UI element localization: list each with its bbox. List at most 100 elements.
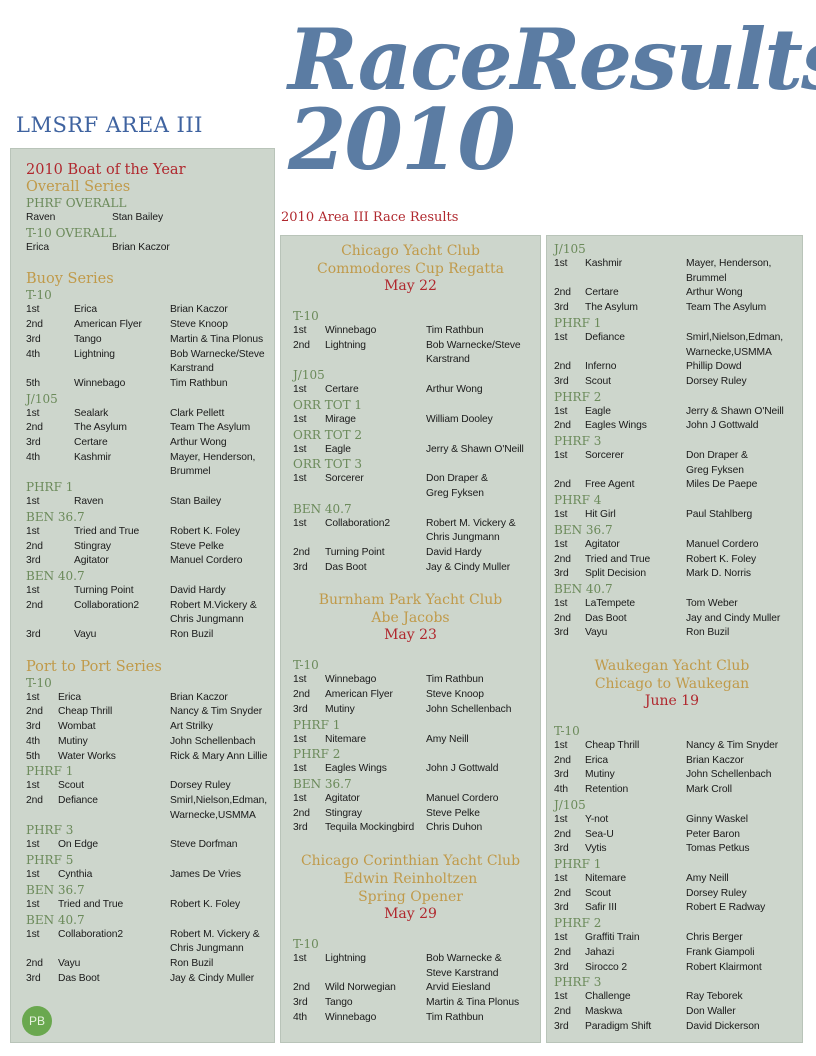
boat-name: Agitator [74,555,109,567]
place: 1st [554,597,568,609]
place: 1st [554,872,568,884]
boat-name: Vayu [585,627,608,639]
place: 1st [554,405,568,417]
event-header: Waukegan Yacht Club Chicago to Waukegan Ju… [554,657,802,710]
place: 2nd [293,807,310,819]
place: 2nd [554,361,571,373]
class-heading: BEN 40.7 [26,912,85,927]
place: 1st [293,517,307,529]
boat-name: Cheap Thrill [58,706,113,718]
boat-name: Winnebago [325,1011,377,1023]
skipper-name: Smirl,Nielson,Edman, Warnecke,USMMA [686,331,783,358]
result-row: 1st Sealark Clark Pellett [26,407,274,422]
place: 3rd [554,375,569,387]
result-row: 2nd Sea-U Peter Baron [554,828,802,843]
boat-name: LaTempete [585,597,636,609]
result-row: 3rd Wombat Art Strilky [26,720,274,735]
skipper-name: Manuel Cordero [426,792,499,804]
boat-name: Mutiny [325,703,355,715]
result-row: 1st Cynthia James De Vries [26,868,274,883]
result-row: 1st On Edge Steve Dorfman [26,838,274,853]
result-row: 1st Collaboration2 Robert M. Vickery & Chr… [26,928,274,957]
skipper-name: Don Draper & Greg Fyksen [686,450,748,476]
skipper-name: Nancy & Tim Snyder [686,740,779,752]
class-heading: J/105 [554,242,586,256]
boat-name: Certare [325,384,359,396]
result-row: 1st Eagles Wings John J Gottwald [293,762,540,777]
skipper-name: David Hardy [170,584,226,596]
skipper-name: Arthur Wong [686,287,743,299]
boat-name: Defiance [58,794,98,806]
class-heading: T-10 [293,309,319,323]
skipper-name: Smirl,Nielson,Edman, Warnecke,USMMA [170,794,267,821]
result-row: 2nd Lightning Bob Warnecke/Steve Karstrand [293,339,540,368]
place: 2nd [554,479,571,491]
result-row: 2nd Collaboration2 Robert M.Vickery & Chri… [26,599,274,628]
class-heading: PHRF 1 [554,315,602,330]
place: 1st [554,991,568,1003]
result-row: 3rd Paradigm Shift David Dickerson [554,1020,802,1035]
boat-name: Das Boot [58,972,100,984]
place: 3rd [26,437,41,449]
result-row: 2nd Stingray Steve Pelke [293,807,540,822]
boat-name: Mirage [325,413,356,425]
boat-name: Erica [26,241,49,253]
boat-name: Certare [585,287,619,299]
result-row: 3rd Tango Martin & Tina Plonus [26,333,274,348]
boat-name: On Edge [58,839,98,851]
place: 1st [26,496,40,508]
boat-name: Das Boot [585,612,627,624]
skipper-name: Manuel Cordero [170,555,243,567]
skipper-name: Arvid Eiesland [426,982,491,994]
skipper-name: Don Waller [686,1005,736,1017]
skipper-name: Arthur Wong [426,384,483,396]
class-heading: PHRF 3 [554,434,602,449]
result-row: 1st Raven Stan Bailey [26,495,274,510]
skipper-name: Tom Weber [686,597,738,609]
result-row: 2nd Wild Norwegian Arvid Eiesland [293,981,540,996]
skipper-name: Stan Bailey [112,212,163,223]
skipper-name: Brian Kaczor [112,241,170,253]
skipper-name: Martin & Tina Plonus [426,997,520,1009]
result-row: 1st Agitator Manuel Cordero [293,792,540,807]
class-heading: ORR TOT 3 [293,457,363,472]
class-heading: T-10 [554,724,580,739]
result-row: 4th Winnebago Tim Rathbun [293,1011,540,1026]
boat-name: Winnebago [325,325,377,336]
result-row: Erica Brian Kaczor [26,241,274,256]
race-results-panel-2: J/105 1st Kashmir Mayer, Henderson, Brummel… [546,235,803,1043]
boat-name: Tried and True [74,525,140,537]
boat-name: Water Works [58,750,116,762]
result-row: 3rd Vayu Ron Buzil [554,626,802,641]
result-row: 3rd Agitator Manuel Cordero [26,554,274,569]
place: 1st [554,331,568,343]
place: 2nd [26,706,43,718]
place: 3rd [554,843,569,855]
result-row: 3rd Certare Arthur Wong [26,436,274,451]
place: 3rd [26,333,41,345]
place: 2nd [26,319,43,331]
boat-name: Cynthia [58,869,93,881]
boat-name: Raven [26,212,56,223]
race-results-panel-1: Chicago Yacht Club Commodores Cup Regatta… [280,235,541,1043]
skipper-name: John Schellenbach [426,703,512,715]
skipper-name: Nancy & Tim Snyder [170,706,263,718]
place: 2nd [26,794,43,806]
place: 1st [554,813,568,825]
boat-name: Erica [58,691,81,703]
skipper-name: Mark Croll [686,784,732,796]
place: 1st [554,740,568,752]
boat-name: Lightning [325,953,366,965]
place: 1st [293,792,307,804]
event-name: Spring Opener [358,889,463,906]
skipper-name: Robert K. Foley [686,553,757,565]
result-row: 1st Lightning Bob Warnecke & Steve Karstra… [293,952,540,981]
boat-name: Winnebago [74,377,126,389]
place: 2nd [293,339,310,351]
result-row: 4th Mutiny John Schellenbach [26,735,274,750]
boat-name: Sealark [74,407,109,419]
boat-name: Lightning [325,339,366,351]
boat-name: Eagles Wings [585,420,647,432]
result-row: 3rd Tequila Mockingbird Chris Duhon [293,821,540,836]
skipper-name: John J Gottwald [426,763,499,775]
